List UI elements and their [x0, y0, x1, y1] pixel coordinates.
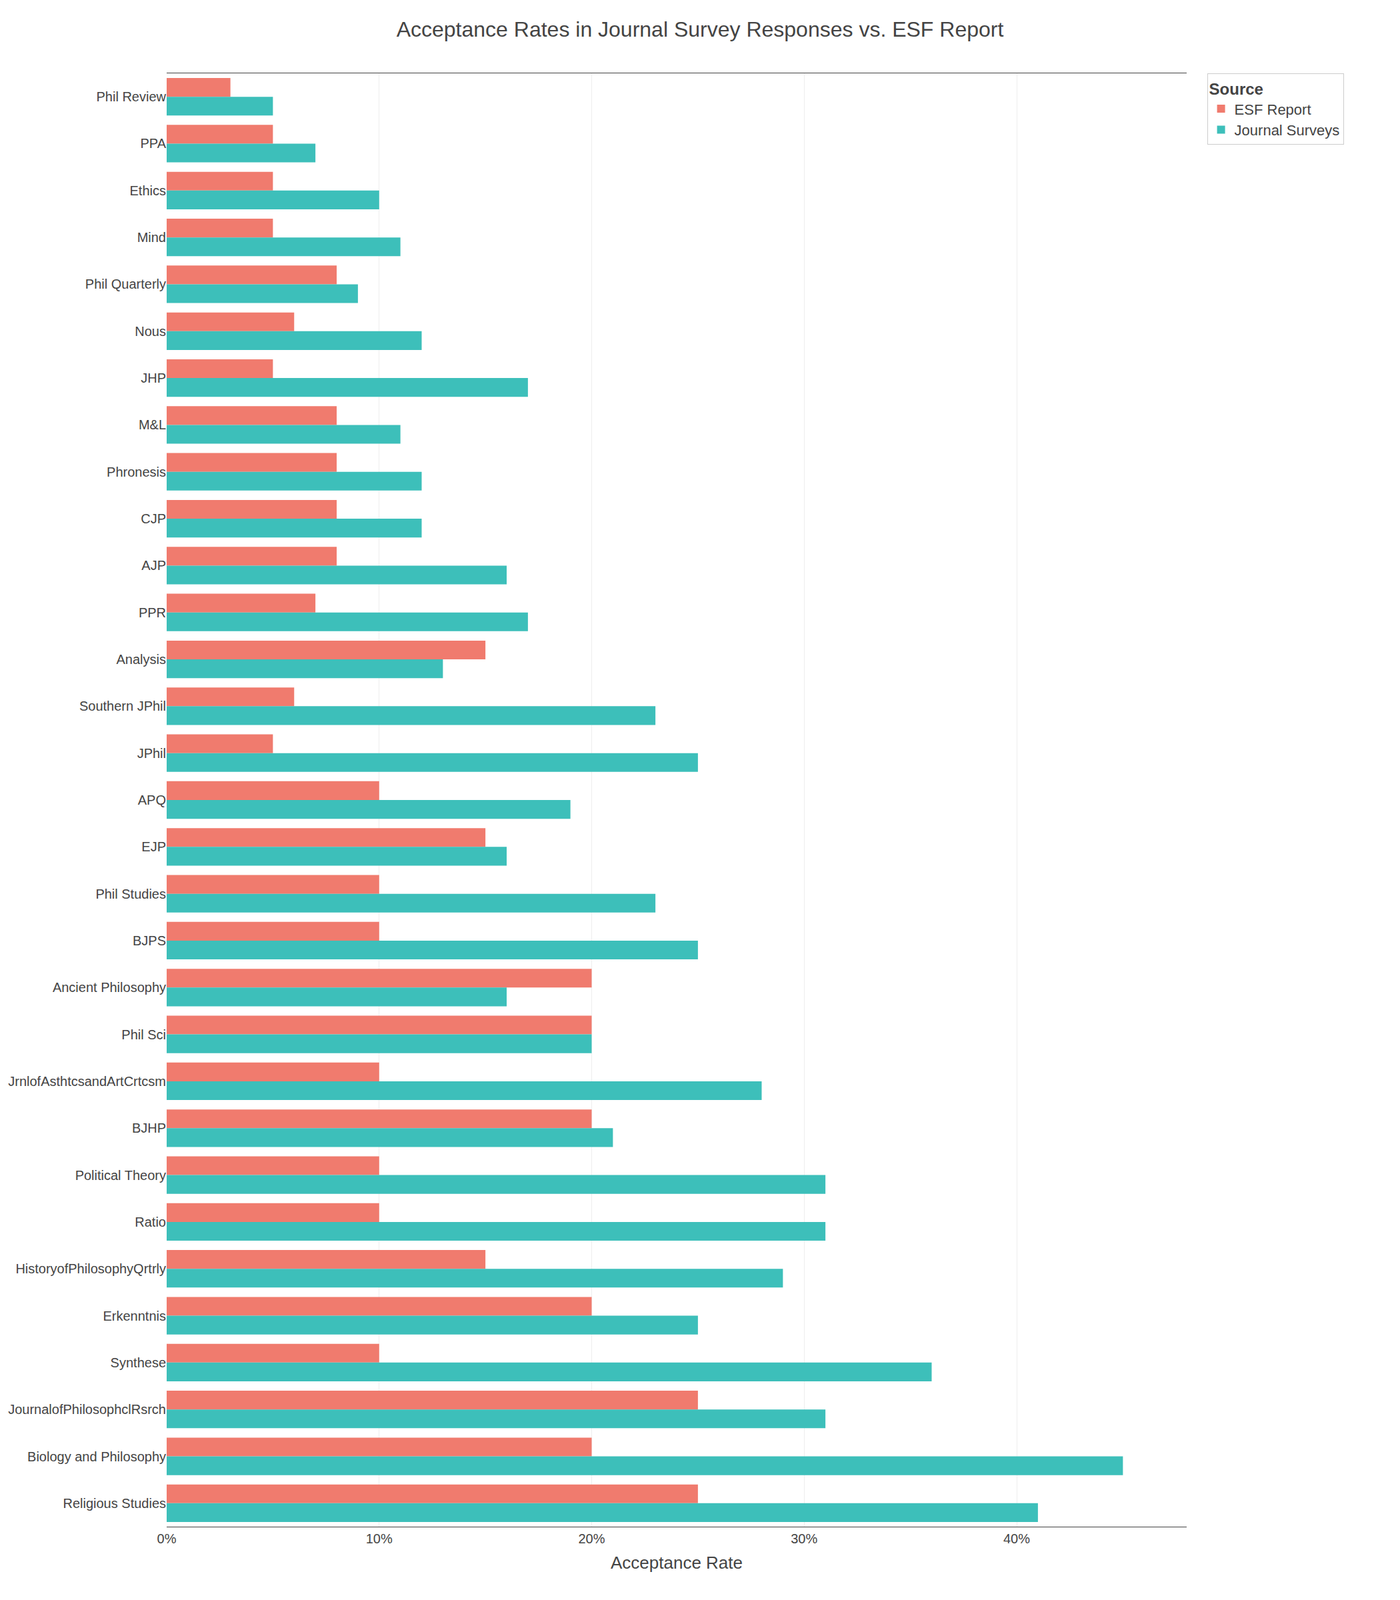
svg-text:JrnlofAsthtcsandArtCrtcsm: JrnlofAsthtcsandArtCrtcsm [8, 1074, 166, 1089]
svg-text:Phil Sci: Phil Sci [121, 1027, 166, 1042]
svg-text:Analysis: Analysis [116, 652, 166, 667]
svg-text:AJP: AJP [141, 558, 166, 573]
svg-text:Ethics: Ethics [130, 183, 166, 198]
svg-text:Journal Surveys: Journal Surveys [1234, 122, 1340, 139]
svg-text:HistoryofPhilosophyQrtrly: HistoryofPhilosophyQrtrly [15, 1261, 166, 1276]
svg-text:0%: 0% [157, 1531, 177, 1546]
svg-text:Phil Studies: Phil Studies [95, 886, 166, 902]
svg-text:Mind: Mind [137, 230, 166, 245]
svg-text:BJPS: BJPS [132, 933, 166, 948]
svg-text:Synthese: Synthese [110, 1355, 166, 1370]
svg-text:JPhil: JPhil [137, 746, 166, 761]
svg-text:Source: Source [1209, 80, 1264, 98]
svg-text:10%: 10% [366, 1531, 393, 1546]
svg-text:EJP: EJP [141, 839, 166, 854]
svg-text:20%: 20% [578, 1531, 605, 1546]
svg-text:PPR: PPR [138, 605, 166, 620]
svg-text:JHP: JHP [140, 370, 166, 386]
svg-text:BJHP: BJHP [132, 1120, 166, 1136]
svg-text:JournalofPhilosophclRsrch: JournalofPhilosophclRsrch [8, 1402, 166, 1417]
svg-text:Nous: Nous [134, 324, 166, 339]
svg-text:Phil Quarterly: Phil Quarterly [85, 276, 166, 292]
svg-text:APQ: APQ [138, 792, 166, 808]
svg-text:30%: 30% [790, 1531, 818, 1546]
svg-text:PPA: PPA [140, 136, 166, 151]
svg-text:Phronesis: Phronesis [106, 464, 166, 480]
svg-text:40%: 40% [1003, 1531, 1030, 1546]
svg-text:M&L: M&L [138, 417, 166, 432]
svg-text:Ratio: Ratio [134, 1214, 166, 1230]
svg-text:Phil Review: Phil Review [96, 89, 167, 104]
svg-text:Acceptance Rate: Acceptance Rate [610, 1552, 743, 1573]
svg-text:Biology and Philosophy: Biology and Philosophy [27, 1449, 166, 1464]
svg-text:Ancient Philosophy: Ancient Philosophy [52, 980, 166, 995]
svg-text:Erkenntnis: Erkenntnis [103, 1308, 167, 1324]
svg-text:ESF Report: ESF Report [1234, 101, 1312, 118]
svg-text:Southern JPhil: Southern JPhil [79, 698, 166, 714]
svg-text:CJP: CJP [140, 511, 166, 526]
svg-text:Political Theory: Political Theory [75, 1168, 166, 1183]
svg-text:Acceptance Rates in Journal Su: Acceptance Rates in Journal Survey Respo… [396, 17, 1004, 42]
svg-text:Religious Studies: Religious Studies [62, 1496, 166, 1511]
